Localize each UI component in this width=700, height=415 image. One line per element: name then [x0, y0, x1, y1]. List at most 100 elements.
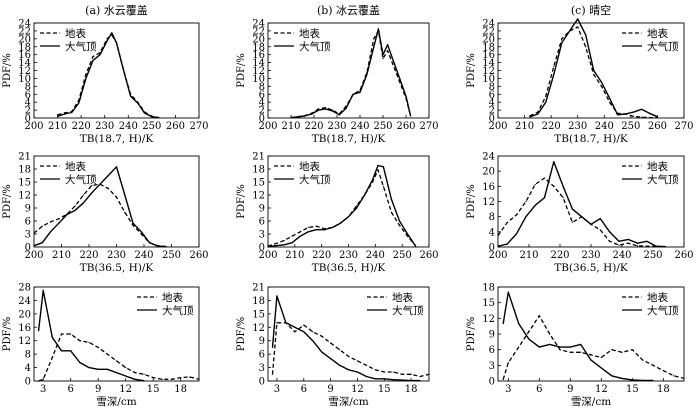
y-tick-label: 22: [252, 26, 265, 37]
data-point: [506, 243, 508, 245]
y-axis-label: PDF/%: [236, 53, 247, 88]
y-tick-label: 12: [18, 66, 31, 77]
data-point: [655, 245, 657, 247]
series-line-surface: [529, 26, 658, 119]
data-point: [580, 343, 582, 346]
y-tick-label: 16: [482, 50, 495, 61]
data-point: [673, 375, 675, 377]
data-point: [161, 378, 163, 380]
data-point: [107, 174, 109, 177]
x-tick-label: 6: [301, 384, 307, 395]
x-tick-label: 220: [542, 121, 561, 132]
y-tick-label: 15: [252, 309, 265, 320]
x-axis-label: TB(36.5, H)/K: [312, 262, 386, 274]
data-point: [106, 353, 108, 355]
y-tick-label: 4: [25, 98, 31, 109]
data-point: [304, 115, 306, 117]
legend-label: 大气顶: [299, 173, 331, 186]
x-axis-label: TB(18.7, H)/K: [80, 133, 154, 145]
data-point: [85, 73, 87, 76]
data-point: [347, 369, 350, 371]
data-point: [616, 114, 619, 116]
data-point: [71, 111, 73, 114]
x-tick-label: 9: [567, 384, 573, 395]
y-tick-label: 20: [482, 34, 495, 45]
data-point: [410, 379, 412, 382]
data-point: [559, 346, 561, 348]
x-tick-label: 6: [536, 384, 542, 395]
data-point: [396, 73, 398, 76]
data-point: [297, 116, 299, 118]
data-point: [74, 209, 76, 211]
data-point: [88, 341, 90, 343]
plot-frame: [267, 286, 430, 382]
plot-frame: [33, 286, 200, 382]
x-axis-label: TB(18.7, H)/K: [312, 133, 386, 145]
data-point: [66, 213, 68, 216]
data-point: [365, 375, 367, 378]
y-tick-label: 20: [18, 309, 31, 320]
x-tick-label: 15: [378, 384, 391, 395]
y-tick-label: 24: [482, 152, 495, 163]
data-point: [577, 26, 579, 28]
data-point: [299, 235, 301, 237]
data-point: [585, 34, 587, 36]
x-tick-label: 230: [581, 250, 600, 261]
y-tick-label: 6: [259, 217, 265, 228]
x-tick-label: 270: [674, 121, 693, 132]
y-tick-label: 12: [18, 336, 31, 347]
data-point: [152, 377, 154, 379]
data-point: [506, 221, 508, 223]
data-point: [99, 54, 101, 56]
data-point: [143, 373, 145, 375]
data-point: [525, 200, 527, 203]
series-line-toa: [37, 289, 145, 382]
x-tick-label: 3: [40, 384, 46, 395]
data-point: [562, 197, 564, 199]
data-point: [516, 233, 518, 235]
y-tick-label: 18: [482, 283, 495, 294]
y-tick-label: 2: [25, 106, 31, 117]
data-point: [311, 113, 313, 115]
data-point: [383, 378, 385, 380]
x-axis-label: 雪深/cm: [571, 396, 611, 408]
data-point: [636, 242, 639, 244]
x-tick-label: 230: [339, 250, 358, 261]
data-point: [683, 377, 685, 379]
legend-label: 地表: [299, 27, 320, 40]
data-point: [410, 115, 412, 117]
y-axis-label: PDF/%: [236, 317, 247, 352]
data-point: [323, 229, 325, 231]
y-tick-label: 0: [259, 114, 265, 125]
data-point: [115, 42, 118, 44]
x-axis-label: 雪深/cm: [328, 396, 368, 408]
y-tick-label: 4: [25, 363, 31, 374]
data-point: [58, 218, 60, 220]
y-tick-label: 8: [25, 82, 31, 93]
data-point: [621, 377, 623, 379]
y-tick-label: 20: [252, 34, 265, 45]
data-point: [338, 114, 340, 116]
data-point: [315, 225, 317, 227]
series-line-surface: [267, 169, 417, 247]
x-tick-label: 240: [350, 121, 369, 132]
data-point: [627, 242, 629, 244]
data-point: [70, 350, 72, 352]
data-point: [99, 183, 101, 185]
data-point: [590, 354, 592, 356]
x-tick-label: 260: [166, 121, 185, 132]
data-point: [42, 378, 44, 380]
data-point: [581, 216, 583, 218]
y-tick-label: 3: [489, 361, 495, 372]
y-tick-label: 24: [252, 19, 265, 30]
data-point: [545, 101, 547, 103]
y-tick-label: 21: [18, 152, 31, 163]
data-point: [561, 38, 563, 40]
x-tick-label: 18: [405, 384, 418, 395]
data-point: [428, 373, 430, 375]
data-point: [562, 185, 564, 187]
y-tick-label: 12: [252, 191, 265, 202]
data-point: [79, 361, 81, 364]
y-axis-label: PDF/%: [466, 53, 477, 88]
data-point: [106, 368, 108, 370]
